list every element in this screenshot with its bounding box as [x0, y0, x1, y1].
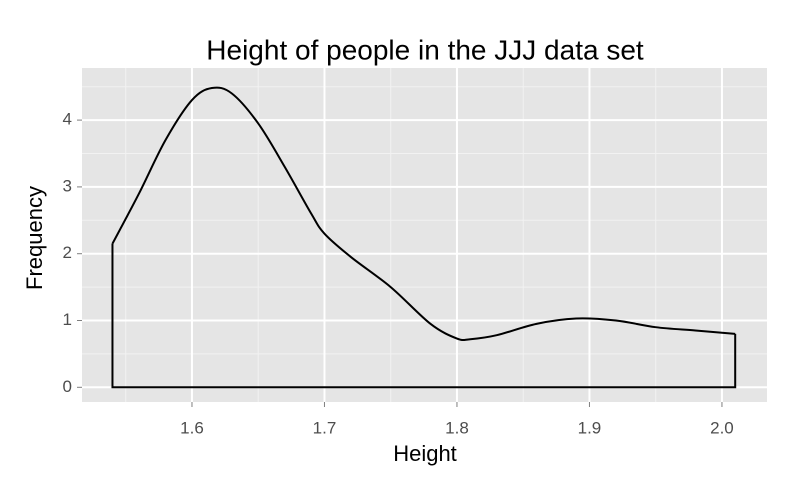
x-tick-label: 2.0 — [710, 418, 734, 437]
chart-title: Height of people in the JJJ data set — [206, 34, 644, 65]
y-tick-label: 3 — [63, 176, 72, 195]
density-line — [111, 86, 736, 342]
y-tick-label: 2 — [63, 243, 72, 262]
y-tick-label: 4 — [63, 110, 72, 129]
y-tick-label: 1 — [63, 310, 72, 329]
density-base — [111, 243, 737, 389]
grid — [82, 68, 767, 402]
y-axis-title: Frequency — [22, 186, 47, 290]
x-tick-label: 1.8 — [445, 418, 469, 437]
x-tick-label: 1.7 — [313, 418, 337, 437]
x-axis-title: Height — [393, 441, 457, 466]
y-tick-label: 0 — [63, 377, 72, 396]
panel — [82, 68, 767, 402]
x-tick-label: 1.9 — [578, 418, 602, 437]
x-tick-label: 1.6 — [180, 418, 204, 437]
